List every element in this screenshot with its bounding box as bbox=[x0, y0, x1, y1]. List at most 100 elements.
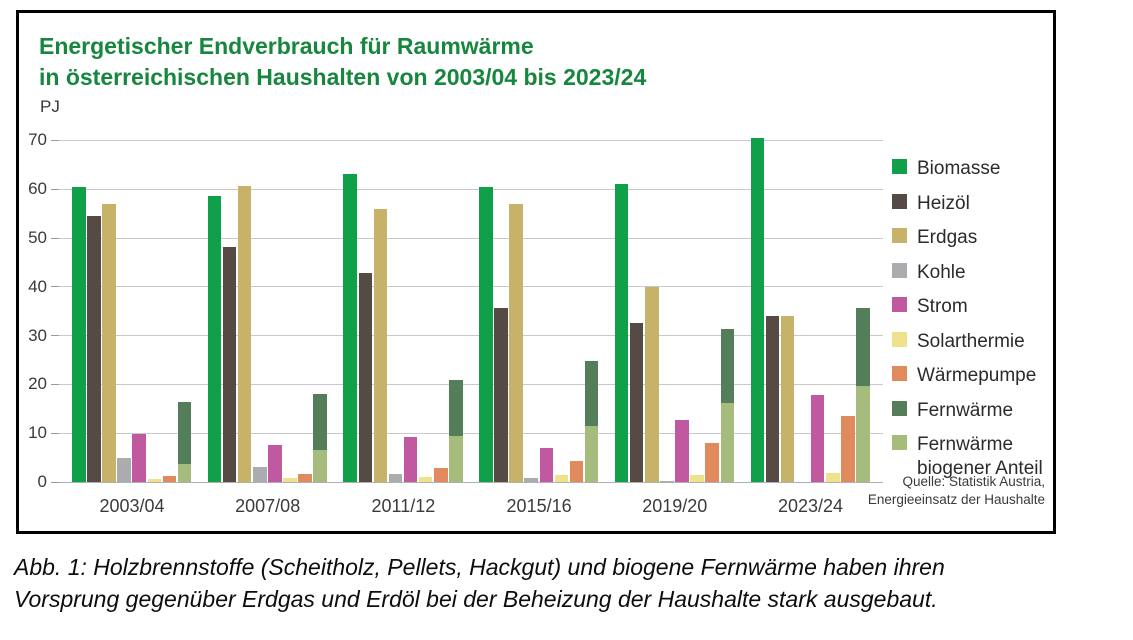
figure-caption: Abb. 1: Holzbrennstoffe (Scheitholz, Pel… bbox=[14, 551, 1126, 615]
bar-biomasse bbox=[343, 173, 357, 482]
y-tick-30 bbox=[51, 335, 59, 337]
bar-strom bbox=[675, 419, 689, 482]
bar-heiz-l bbox=[629, 323, 644, 482]
y-tick-10 bbox=[51, 432, 59, 434]
bar-w-rmepumpe bbox=[298, 473, 312, 482]
y-tick-label: 40 bbox=[28, 276, 47, 296]
caption-line1: Abb. 1: Holzbrennstoffe (Scheitholz, Pel… bbox=[14, 554, 945, 580]
bar-solarthermie bbox=[554, 475, 569, 482]
source-line2: Energieeinsatz der Haushalte bbox=[867, 492, 1045, 507]
legend-swatch-icon bbox=[892, 400, 907, 416]
legend-label: Strom bbox=[917, 296, 968, 317]
y-tick-60 bbox=[51, 188, 59, 190]
legend-swatch-icon bbox=[892, 297, 907, 312]
bar-erdgas bbox=[237, 185, 252, 482]
legend-swatch-icon bbox=[892, 228, 907, 243]
gridline-30 bbox=[59, 335, 883, 337]
y-tick-20 bbox=[51, 383, 59, 385]
bar-w-rmepumpe bbox=[841, 415, 855, 482]
bar-biomasse bbox=[72, 186, 86, 482]
bar-erdgas bbox=[102, 203, 116, 482]
x-axis-label: 2011/12 bbox=[371, 496, 436, 516]
legend-label: Biomasse bbox=[917, 158, 1001, 179]
gridline-70 bbox=[59, 139, 883, 141]
bar-strom bbox=[132, 434, 146, 482]
legend-label: Fernwärme bbox=[917, 399, 1014, 421]
legend-label: Wärmepumpe bbox=[917, 365, 1037, 386]
x-axis-label: 2003/04 bbox=[99, 496, 165, 516]
legend-swatch-icon bbox=[892, 366, 907, 381]
bar-strom bbox=[268, 444, 282, 482]
x-axis-label: 2023/24 bbox=[777, 496, 844, 516]
bar-kohle bbox=[117, 457, 131, 482]
bar-kohle bbox=[253, 466, 267, 482]
bar-fernwaerme-biogener-anteil bbox=[856, 385, 870, 482]
bar-kohle bbox=[388, 473, 403, 482]
y-tick-label: 30 bbox=[28, 325, 47, 345]
bar-w-rmepumpe bbox=[434, 468, 448, 482]
gridline-50 bbox=[59, 237, 883, 239]
bar-heiz-l bbox=[494, 308, 508, 482]
bar-strom bbox=[539, 447, 553, 482]
bar-fernwaerme bbox=[313, 394, 327, 450]
bar-heiz-l bbox=[358, 273, 372, 482]
bar-solarthermie bbox=[283, 478, 297, 482]
bar-solarthermie bbox=[690, 474, 704, 482]
bar-strom bbox=[403, 437, 418, 482]
y-tick-label: 50 bbox=[28, 228, 47, 247]
bar-w-rmepumpe bbox=[705, 442, 719, 482]
bar-heiz-l bbox=[222, 247, 237, 482]
bar-erdgas bbox=[373, 208, 388, 482]
gridline-40 bbox=[59, 286, 883, 288]
y-tick-70 bbox=[51, 139, 59, 141]
bar-fernwaerme-biogener-anteil bbox=[177, 464, 192, 482]
chart-figure-box: Energetischer Endverbrauch für Raumwärme… bbox=[16, 10, 1056, 534]
bar-heiz-l bbox=[87, 216, 101, 482]
y-tick-label: 70 bbox=[28, 130, 47, 150]
source-note: Quelle: Statistik Austria, Energieeinsat… bbox=[868, 473, 1045, 509]
bar-fernwaerme bbox=[720, 328, 734, 404]
y-tick-label: 20 bbox=[28, 374, 47, 394]
legend-swatch-icon bbox=[892, 262, 907, 278]
bar-w-rmepumpe bbox=[162, 476, 177, 482]
gridline-60 bbox=[59, 188, 883, 190]
bar-fernwaerme-biogener-anteil bbox=[449, 435, 463, 482]
gridline-10 bbox=[59, 432, 883, 434]
bar-solarthermie bbox=[418, 476, 433, 482]
bar-fernwaerme-biogener-anteil bbox=[584, 426, 599, 482]
legend-label: Kohle bbox=[917, 261, 966, 283]
legend-swatch-icon bbox=[892, 331, 907, 347]
bar-fernwaerme bbox=[177, 402, 192, 465]
gridline-0 bbox=[59, 481, 883, 483]
x-axis-label: 2007/08 bbox=[235, 496, 301, 516]
plot-area: 0 10 20 30 40 50 60 70 2003/04 2007/08 2011/12 2015… bbox=[28, 123, 883, 516]
legend-label: Erdgas bbox=[917, 227, 978, 248]
x-axis-label: 2015/16 bbox=[506, 496, 572, 516]
bar-erdgas bbox=[780, 316, 795, 482]
bar-strom bbox=[810, 394, 825, 482]
legend-swatch-icon bbox=[892, 193, 907, 209]
bar-solarthermie bbox=[826, 473, 840, 482]
bar-solarthermie bbox=[147, 478, 161, 482]
caption-line2: Vorsprung gegenüber Erdgas und Erdöl bei… bbox=[14, 586, 938, 612]
bar-fernwaerme-biogener-anteil bbox=[720, 403, 734, 482]
bar-biomasse bbox=[750, 138, 764, 482]
chart-title-line2: in österreichischen Haushalten von 2003/… bbox=[39, 64, 647, 90]
bar-erdgas bbox=[509, 203, 523, 482]
bar-biomasse bbox=[614, 184, 629, 482]
y-tick-40 bbox=[51, 286, 59, 288]
y-tick-50 bbox=[51, 237, 59, 239]
bar-kohle bbox=[660, 480, 674, 482]
legend-label: Heizöl bbox=[917, 192, 970, 214]
x-axis-label: 2019/20 bbox=[642, 496, 708, 516]
bar-kohle bbox=[524, 478, 538, 482]
legend-swatch-icon bbox=[892, 159, 907, 174]
chart-title: Energetischer Endverbrauch für Raumwärme… bbox=[39, 31, 646, 93]
y-tick-label: 10 bbox=[28, 423, 47, 443]
bar-fernwaerme-biogener-anteil bbox=[313, 449, 327, 482]
bar-heiz-l bbox=[765, 316, 780, 482]
chart-title-line1: Energetischer Endverbrauch für Raumwärme bbox=[39, 33, 534, 59]
bar-fernwaerme bbox=[584, 360, 599, 427]
y-axis-unit-label: PJ bbox=[40, 97, 60, 116]
y-tick-0 bbox=[51, 481, 59, 483]
